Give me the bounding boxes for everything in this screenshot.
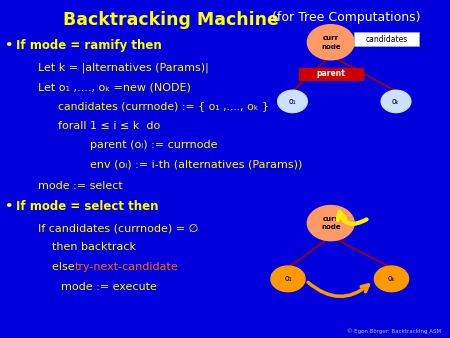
Circle shape — [278, 90, 307, 113]
Text: If mode = select then: If mode = select then — [16, 200, 158, 213]
Text: node: node — [321, 224, 341, 231]
Text: o₁: o₁ — [284, 274, 292, 283]
Text: candidates: candidates — [365, 35, 408, 44]
Text: parent: parent — [317, 69, 346, 78]
Text: If candidates (currnode) = ∅: If candidates (currnode) = ∅ — [38, 223, 198, 233]
Text: node: node — [321, 44, 341, 50]
Text: Let k = |alternatives (Params)|: Let k = |alternatives (Params)| — [38, 62, 209, 73]
Text: forall 1 ≤ i ≤ k  do: forall 1 ≤ i ≤ k do — [58, 121, 161, 131]
Text: •: • — [4, 39, 13, 52]
Text: •: • — [4, 200, 13, 213]
Text: try-next-candidate: try-next-candidate — [75, 262, 179, 272]
Text: Backtracking Machine: Backtracking Machine — [63, 11, 279, 29]
Text: © Egon Börger: Backtracking ASM: © Egon Börger: Backtracking ASM — [347, 328, 441, 334]
Text: Let o₁ ,...., oₖ =new (NODE): Let o₁ ,...., oₖ =new (NODE) — [38, 82, 191, 92]
Circle shape — [307, 206, 354, 241]
Text: env (oᵢ) := i-th (alternatives (Params)): env (oᵢ) := i-th (alternatives (Params)) — [90, 159, 302, 169]
Text: If mode = ramify then: If mode = ramify then — [16, 39, 162, 52]
FancyBboxPatch shape — [354, 32, 419, 46]
Circle shape — [271, 266, 305, 292]
Text: oₖ: oₖ — [392, 97, 400, 106]
Text: then backtrack: then backtrack — [52, 242, 136, 252]
Text: curr: curr — [323, 35, 339, 41]
Text: parent (oᵢ) := currnode: parent (oᵢ) := currnode — [90, 140, 217, 150]
Text: candidates (currnode) := { o₁ ,...., oₖ }: candidates (currnode) := { o₁ ,...., oₖ … — [58, 101, 270, 112]
Text: else: else — [52, 262, 78, 272]
Text: mode := execute: mode := execute — [61, 282, 157, 292]
Text: oₖ: oₖ — [387, 274, 396, 283]
Circle shape — [374, 266, 409, 292]
Text: (for Tree Computations): (for Tree Computations) — [272, 11, 421, 24]
FancyBboxPatch shape — [299, 68, 363, 80]
Text: mode := select: mode := select — [38, 181, 123, 191]
Text: curr: curr — [323, 216, 339, 222]
Circle shape — [307, 25, 354, 60]
Text: o₁: o₁ — [289, 97, 296, 106]
Circle shape — [381, 90, 411, 113]
